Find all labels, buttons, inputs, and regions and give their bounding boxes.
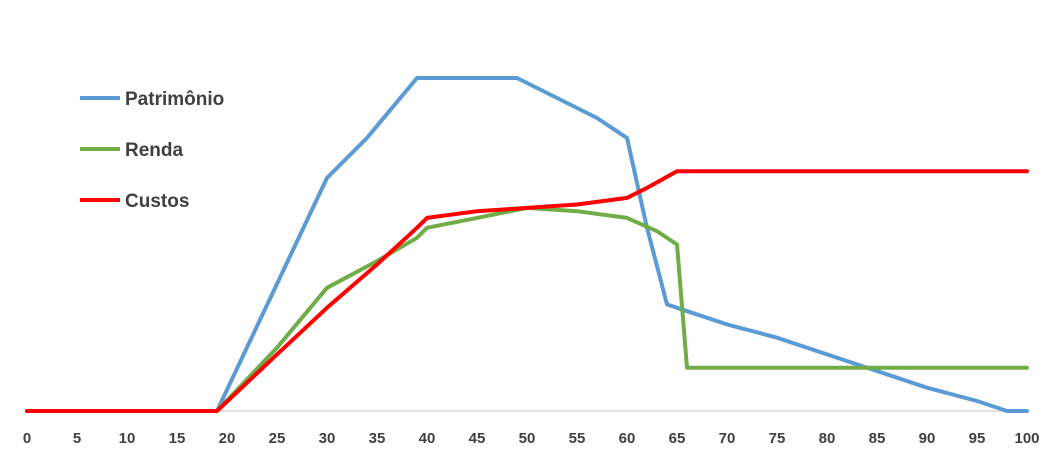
series-line-2 [25, 169, 1029, 413]
x-tick-label: 40 [419, 430, 436, 447]
x-tick-label: 45 [469, 430, 486, 447]
x-tick-label: 30 [319, 430, 336, 447]
x-tick-label: 10 [119, 430, 136, 447]
x-tick-label: 35 [369, 430, 386, 447]
x-tick-label: 85 [869, 430, 886, 447]
x-tick-label: 20 [219, 430, 236, 447]
x-tick-label: 15 [169, 430, 186, 447]
legend-label: Patrimônio [125, 89, 224, 110]
x-tick-label: 25 [269, 430, 286, 447]
series-line-0 [25, 76, 1029, 413]
x-tick-label: 90 [919, 430, 936, 447]
x-tick-label: 70 [719, 430, 736, 447]
x-tick-label: 95 [969, 430, 986, 447]
x-tick-label: 0 [23, 430, 31, 447]
legend: Patrimônio Renda Custos [80, 89, 224, 212]
legend-label: Custos [125, 191, 189, 212]
x-tick-label: 60 [619, 430, 636, 447]
series-line-1 [25, 205, 1029, 413]
series-layer [25, 76, 1029, 413]
legend-label: Renda [125, 140, 184, 161]
x-tick-label: 100 [1014, 430, 1039, 447]
x-tick-label: 75 [769, 430, 786, 447]
x-tick-label: 65 [669, 430, 686, 447]
x-tick-labels: 0 5 10 15 20 25 30 35 40 45 50 55 60 65 70 75 80 85 90 95 10… [23, 430, 1040, 447]
x-tick-label: 55 [569, 430, 586, 447]
legend-item: Patrimônio [80, 89, 224, 110]
x-tick-label: 5 [73, 430, 81, 447]
x-tick-label: 50 [519, 430, 536, 447]
legend-item: Renda [80, 140, 184, 161]
legend-item: Custos [80, 191, 189, 212]
x-tick-label: 80 [819, 430, 836, 447]
